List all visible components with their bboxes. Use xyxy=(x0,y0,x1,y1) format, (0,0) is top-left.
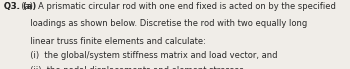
Text: Q3. (a): Q3. (a) xyxy=(4,2,36,11)
Text: loadings as shown below. Discretise the rod with two equally long: loadings as shown below. Discretise the … xyxy=(4,19,307,28)
Text: (i)  the global/system stiffness matrix and load vector, and: (i) the global/system stiffness matrix a… xyxy=(4,51,278,60)
Text: Q3. (a)  A prismatic circular rod with one end fixed is acted on by the specifie: Q3. (a) A prismatic circular rod with on… xyxy=(4,2,336,11)
Text: linear truss finite elements and calculate:: linear truss finite elements and calcula… xyxy=(4,37,206,46)
Text: (ii)  the nodal displacements and element stresses.: (ii) the nodal displacements and element… xyxy=(4,66,246,69)
